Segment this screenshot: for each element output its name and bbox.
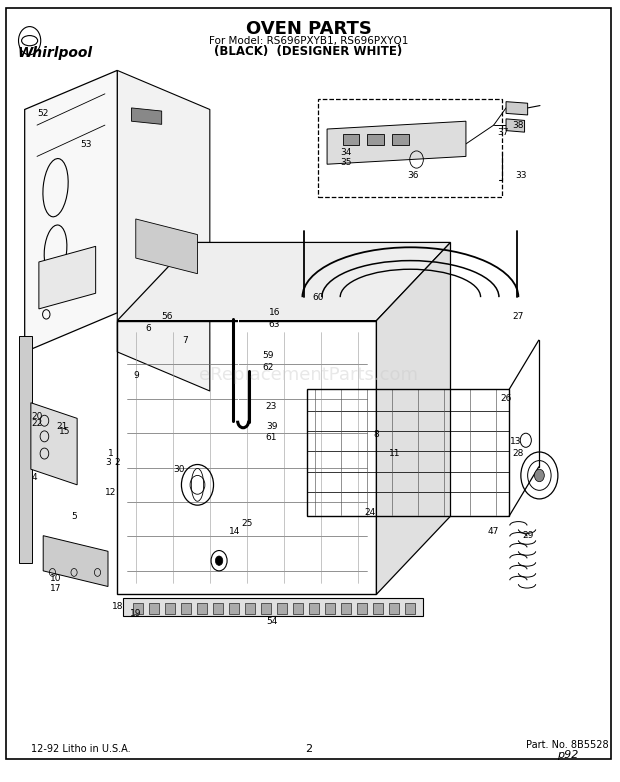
Bar bbox=[229, 603, 239, 614]
Polygon shape bbox=[131, 108, 162, 124]
Text: 8: 8 bbox=[374, 429, 379, 439]
Text: 17: 17 bbox=[50, 583, 61, 593]
Text: 11: 11 bbox=[389, 449, 401, 458]
Text: 3: 3 bbox=[105, 458, 111, 468]
Circle shape bbox=[215, 556, 223, 565]
Text: eReplacementParts.com: eReplacementParts.com bbox=[199, 366, 418, 385]
Text: OVEN PARTS: OVEN PARTS bbox=[246, 20, 371, 38]
Polygon shape bbox=[506, 102, 528, 115]
Polygon shape bbox=[19, 336, 32, 563]
Polygon shape bbox=[117, 242, 451, 321]
Text: 34: 34 bbox=[340, 148, 352, 157]
Text: 21: 21 bbox=[56, 421, 68, 431]
Text: 1: 1 bbox=[108, 449, 114, 458]
Text: 15: 15 bbox=[59, 427, 71, 436]
Text: 61: 61 bbox=[266, 433, 277, 443]
Polygon shape bbox=[136, 219, 198, 274]
Text: 62: 62 bbox=[263, 363, 274, 372]
Text: For Model: RS696PXYB1, RS696PXYQ1: For Model: RS696PXYB1, RS696PXYQ1 bbox=[209, 36, 408, 45]
Text: 22: 22 bbox=[32, 419, 43, 429]
Bar bbox=[277, 603, 287, 614]
Bar bbox=[318, 99, 502, 197]
Text: 25: 25 bbox=[241, 519, 252, 529]
Polygon shape bbox=[39, 246, 95, 309]
Text: 4: 4 bbox=[31, 472, 37, 482]
Bar bbox=[181, 603, 191, 614]
Text: p92: p92 bbox=[557, 751, 578, 760]
Polygon shape bbox=[117, 70, 210, 391]
Bar bbox=[309, 603, 319, 614]
Text: 2: 2 bbox=[305, 744, 312, 754]
Bar bbox=[367, 134, 384, 145]
Polygon shape bbox=[123, 598, 423, 616]
Text: 24: 24 bbox=[365, 508, 376, 517]
Bar bbox=[165, 603, 175, 614]
Text: 9: 9 bbox=[133, 371, 139, 380]
Text: 47: 47 bbox=[488, 527, 499, 536]
Bar bbox=[149, 603, 159, 614]
Text: 19: 19 bbox=[130, 609, 141, 619]
Text: 26: 26 bbox=[500, 394, 512, 404]
Polygon shape bbox=[25, 70, 117, 352]
Text: 23: 23 bbox=[266, 402, 277, 411]
Text: 37: 37 bbox=[497, 128, 508, 138]
Text: 20: 20 bbox=[32, 411, 43, 421]
Text: 10: 10 bbox=[50, 574, 61, 583]
Text: 35: 35 bbox=[340, 158, 352, 167]
Bar bbox=[357, 603, 367, 614]
Text: 33: 33 bbox=[516, 171, 527, 181]
Text: 36: 36 bbox=[408, 171, 419, 181]
Text: 13: 13 bbox=[510, 437, 521, 447]
Text: 16: 16 bbox=[269, 308, 280, 317]
Text: 56: 56 bbox=[161, 312, 172, 321]
Polygon shape bbox=[31, 403, 77, 485]
Text: 2: 2 bbox=[115, 458, 120, 468]
Text: 14: 14 bbox=[229, 527, 240, 536]
Text: Whirlpool: Whirlpool bbox=[18, 46, 93, 60]
Text: 6: 6 bbox=[145, 324, 151, 333]
Text: 5: 5 bbox=[71, 511, 77, 521]
Text: 60: 60 bbox=[312, 292, 324, 302]
Bar bbox=[373, 603, 383, 614]
Text: 54: 54 bbox=[266, 617, 277, 626]
Bar bbox=[341, 603, 351, 614]
Bar bbox=[197, 603, 206, 614]
Text: 28: 28 bbox=[513, 449, 524, 458]
Bar bbox=[307, 389, 509, 516]
Text: 12: 12 bbox=[105, 488, 117, 497]
Bar bbox=[389, 603, 399, 614]
Text: 63: 63 bbox=[269, 320, 280, 329]
Bar bbox=[405, 603, 415, 614]
Text: Part. No. 8B5528: Part. No. 8B5528 bbox=[526, 741, 609, 750]
Text: (BLACK)  (DESIGNER WHITE): (BLACK) (DESIGNER WHITE) bbox=[215, 45, 402, 58]
Bar bbox=[133, 603, 143, 614]
Text: 29: 29 bbox=[522, 531, 533, 540]
Circle shape bbox=[534, 469, 544, 482]
Bar bbox=[261, 603, 271, 614]
Polygon shape bbox=[506, 119, 525, 132]
Text: 18: 18 bbox=[112, 601, 123, 611]
Polygon shape bbox=[376, 242, 451, 594]
Text: 59: 59 bbox=[263, 351, 274, 361]
Polygon shape bbox=[327, 121, 466, 164]
Text: 30: 30 bbox=[173, 465, 185, 474]
Text: 27: 27 bbox=[513, 312, 524, 321]
Text: 12-92 Litho in U.S.A.: 12-92 Litho in U.S.A. bbox=[31, 744, 130, 754]
Bar bbox=[293, 603, 303, 614]
Text: 52: 52 bbox=[38, 109, 49, 118]
Bar bbox=[342, 134, 359, 145]
Bar bbox=[245, 603, 255, 614]
Text: 38: 38 bbox=[513, 120, 524, 130]
Bar bbox=[117, 321, 376, 594]
Bar bbox=[213, 603, 223, 614]
Bar bbox=[392, 134, 409, 145]
Bar bbox=[326, 603, 335, 614]
Text: 39: 39 bbox=[266, 421, 277, 431]
Text: 53: 53 bbox=[81, 140, 92, 149]
Text: 7: 7 bbox=[182, 335, 188, 345]
Polygon shape bbox=[43, 536, 108, 586]
